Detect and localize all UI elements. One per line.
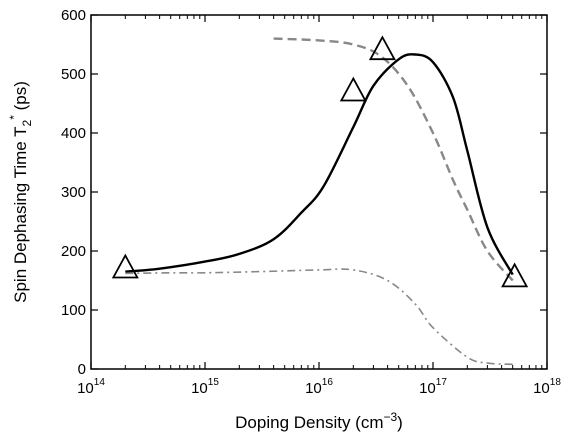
- x-tick-label: 1018: [533, 377, 561, 397]
- y-tick-label: 300: [61, 184, 86, 201]
- x-tick-base: 10: [533, 380, 550, 397]
- x-tick-exp: 14: [94, 377, 106, 388]
- x-tick-base: 10: [191, 380, 208, 397]
- y-axis-title: Spin Dephasing Time T2* (ps): [7, 81, 34, 303]
- dashed-series-line: [273, 37, 514, 282]
- x-tick-label: 1014: [77, 377, 105, 397]
- y-axis-title-sup: *: [7, 115, 21, 120]
- triangle-marker: [501, 262, 529, 288]
- x-tick-exp: 17: [436, 377, 448, 388]
- y-tick-label: 200: [61, 243, 86, 260]
- y-tick-label: 100: [61, 302, 86, 319]
- y-axis-title-tail: (ps): [11, 81, 30, 115]
- y-tick-label: 500: [61, 66, 86, 83]
- x-axis-title-tail: ): [397, 413, 403, 432]
- y-tick-label: 0: [78, 361, 86, 378]
- y-axis-title-sub: 2: [20, 119, 34, 126]
- y-axis-title-text: Spin Dephasing Time T: [11, 126, 30, 302]
- x-tick-exp: 16: [322, 377, 334, 388]
- x-tick-label: 1017: [419, 377, 447, 397]
- x-tick-label: 1015: [191, 377, 219, 397]
- dashdot-series-line: [125, 268, 513, 366]
- triangle-marker: [339, 76, 367, 102]
- triangle-marker: [368, 35, 396, 61]
- marker-layer: [111, 35, 529, 288]
- x-axis-title-text: Doping Density (cm: [235, 413, 383, 432]
- solid-series-line: [125, 53, 514, 276]
- x-tick-label: 1016: [305, 377, 333, 397]
- series-layer: [125, 37, 514, 366]
- y-tick-label: 400: [61, 125, 86, 142]
- x-tick-base: 10: [77, 380, 94, 397]
- x-tick-exp: 18: [550, 377, 562, 388]
- x-tick-exp: 15: [208, 377, 220, 388]
- x-axis-title: Doping Density (cm−3): [235, 410, 403, 432]
- triangle-marker: [111, 253, 139, 279]
- x-tick-base: 10: [305, 380, 322, 397]
- x-axis-title-sup: −3: [383, 410, 397, 424]
- y-tick-label: 600: [61, 7, 86, 24]
- x-tick-base: 10: [419, 380, 436, 397]
